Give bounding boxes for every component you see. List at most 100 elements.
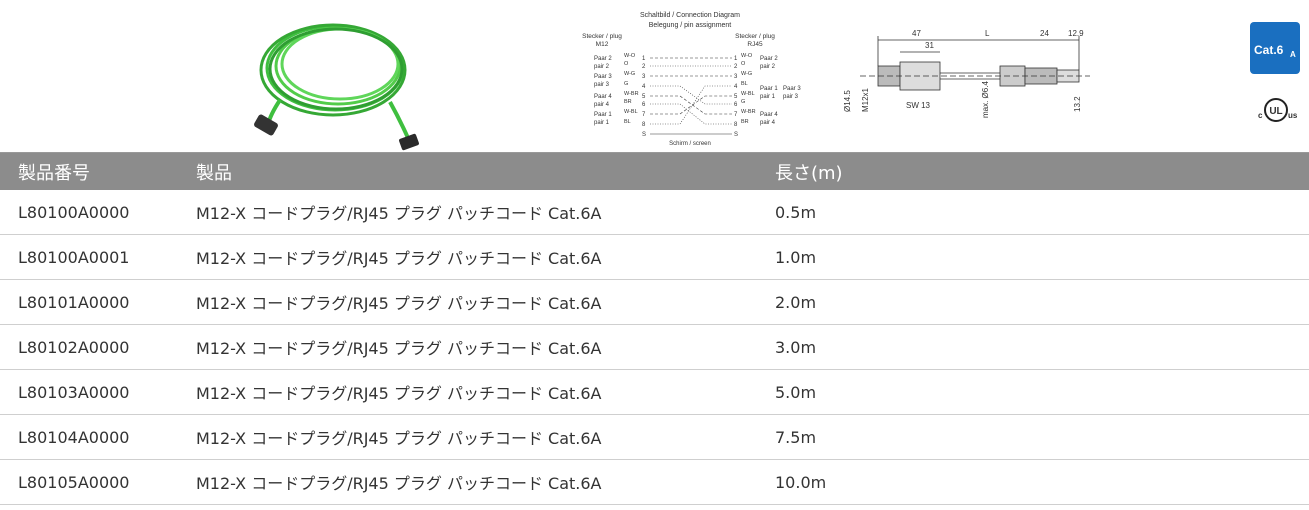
label: Paar 2 <box>594 56 612 62</box>
table-cell: 7.5m <box>775 414 1309 460</box>
table-cell: 10.0m <box>775 459 1309 505</box>
label: RJ45 <box>747 41 763 48</box>
ul-logo <box>1264 98 1288 122</box>
label: Belegung / pin assignment <box>649 22 732 29</box>
table-cell: L80102A0000 <box>0 324 196 370</box>
header-cell: 製品番号 <box>0 153 196 190</box>
label: pair 4 <box>594 102 610 108</box>
table-cell: M12-X コードプラグ/RJ45 プラグ パッチコード Cat.6A <box>196 324 775 370</box>
label: UL <box>1269 106 1282 117</box>
cat6a-badge <box>1250 22 1300 74</box>
table-cell: 0.5m <box>775 190 1309 235</box>
label: W-BL <box>741 91 755 97</box>
label: pair 4 <box>760 120 776 126</box>
label: pair 1 <box>760 94 776 100</box>
label: W-G <box>624 71 635 77</box>
label: 4 <box>734 84 738 90</box>
wire <box>650 95 732 115</box>
label: W-G <box>741 71 752 77</box>
label: 2 <box>734 64 738 70</box>
label: A <box>1290 50 1296 59</box>
label: Ø14.5 <box>843 90 852 112</box>
label: 5 <box>734 94 738 100</box>
table-cell: 3.0m <box>775 324 1309 370</box>
label: 24 <box>1040 29 1049 38</box>
cable-image <box>259 23 410 139</box>
label: us <box>1288 111 1298 120</box>
label: Paar 1 <box>594 112 612 118</box>
label: Paar 1 <box>760 86 778 92</box>
label: W-O <box>741 53 753 59</box>
label: BR <box>741 119 749 125</box>
table-cell: L80101A0000 <box>0 279 196 325</box>
label: 31 <box>925 41 934 50</box>
connector-m12 <box>254 114 278 136</box>
label: Schaltbild / Connection Diagram <box>640 12 740 19</box>
product-row: L80100A0001 M12-X コードプラグ/RJ45 プラグ パッチコード … <box>0 234 1309 280</box>
label: W-BR <box>624 91 639 97</box>
label: 8 <box>642 122 646 128</box>
label: Paar 4 <box>760 112 778 118</box>
label: Stecker / plug <box>582 33 622 40</box>
label: pair 2 <box>760 64 776 70</box>
label: S <box>642 132 646 138</box>
product-row: L80101A0000 M12-X コードプラグ/RJ45 プラグ パッチコード … <box>0 279 1309 325</box>
label: 3 <box>642 74 646 80</box>
label: G <box>624 81 628 87</box>
label: M12x1 <box>861 87 870 112</box>
wire <box>650 103 732 125</box>
label: W-BR <box>741 109 756 115</box>
table-cell: 1.0m <box>775 234 1309 280</box>
label: 7 <box>734 112 738 118</box>
product-images: Schaltbild / Connection Diagram Belegung … <box>0 0 1309 153</box>
header-row: 製品番号 製品 長さ(m) <box>0 153 1309 190</box>
dimension-drawing <box>860 36 1090 91</box>
label: 47 <box>912 29 921 38</box>
table-cell: M12-X コードプラグ/RJ45 プラグ パッチコード Cat.6A <box>196 234 775 280</box>
label: L <box>985 29 990 38</box>
illustrations: Schaltbild / Connection Diagram Belegung … <box>254 12 1300 151</box>
label: Paar 2 <box>760 56 778 62</box>
table-cell: L80100A0001 <box>0 234 196 280</box>
label: 1 <box>734 56 738 62</box>
wire <box>650 85 732 125</box>
label: 6 <box>734 102 738 108</box>
label: W-BL <box>624 109 638 115</box>
label: pair 3 <box>594 82 610 88</box>
product-row: L80103A0000 M12-X コードプラグ/RJ45 プラグ パッチコード … <box>0 369 1309 415</box>
label: Paar 3 <box>783 86 801 92</box>
table-cell: L80103A0000 <box>0 369 196 415</box>
label: Stecker / plug <box>735 33 775 40</box>
table-cell: L80105A0000 <box>0 459 196 505</box>
product-row: L80102A0000 M12-X コードプラグ/RJ45 プラグ パッチコード … <box>0 324 1309 370</box>
product-row: L80105A0000 M12-X コードプラグ/RJ45 プラグ パッチコード … <box>0 459 1309 505</box>
label: 2 <box>642 64 646 70</box>
label: pair 2 <box>594 64 610 70</box>
label: Paar 3 <box>594 74 612 80</box>
label: S <box>734 132 738 138</box>
label: c <box>1258 111 1263 120</box>
label: 3 <box>734 74 738 80</box>
label: W-O <box>624 53 636 59</box>
label: Cat.6 <box>1254 43 1284 57</box>
table-cell: 2.0m <box>775 279 1309 325</box>
label: SW 13 <box>906 101 931 110</box>
label: Schirm / screen <box>669 141 711 147</box>
wire <box>650 95 732 115</box>
label: 7 <box>642 112 646 118</box>
table-cell: M12-X コードプラグ/RJ45 プラグ パッチコード Cat.6A <box>196 459 775 505</box>
wire <box>650 85 732 105</box>
header-cell: 製品 <box>196 153 775 190</box>
product-table: 製品番号 製品 長さ(m) L80100A0000 M12-X コードプラグ/RJ… <box>0 153 1309 505</box>
label: O <box>741 61 746 67</box>
table-cell: M12-X コードプラグ/RJ45 プラグ パッチコード Cat.6A <box>196 279 775 325</box>
table-cell: L80100A0000 <box>0 190 196 235</box>
table-cell: M12-X コードプラグ/RJ45 プラグ パッチコード Cat.6A <box>196 190 775 235</box>
label: 1 <box>642 56 646 62</box>
table-cell: L80104A0000 <box>0 414 196 460</box>
table-cell: M12-X コードプラグ/RJ45 プラグ パッチコード Cat.6A <box>196 414 775 460</box>
label: max. Ø6.4 <box>981 81 990 118</box>
label: 8 <box>734 122 738 128</box>
label: BR <box>624 99 632 105</box>
